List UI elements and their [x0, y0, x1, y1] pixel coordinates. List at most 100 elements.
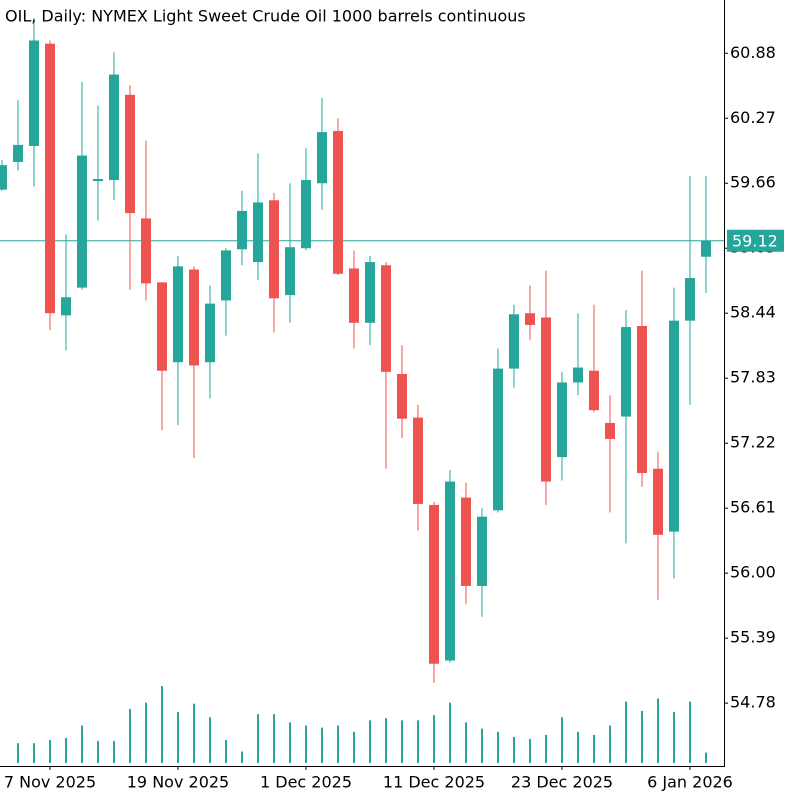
x-tick-label: 11 Dec 2025	[383, 773, 485, 792]
volume-bar	[65, 738, 67, 763]
candle-body	[205, 303, 215, 363]
candle-body	[61, 297, 71, 316]
x-tick-label: 19 Nov 2025	[127, 773, 229, 792]
x-tick-label: 1 Dec 2025	[260, 773, 352, 792]
candle-body	[445, 481, 455, 661]
volume-bar	[689, 701, 691, 763]
candle-body	[157, 282, 167, 371]
candle-body	[477, 516, 487, 586]
candle-body	[685, 278, 695, 321]
y-tick-label: 60.88	[730, 43, 776, 62]
candle-body	[221, 250, 231, 301]
y-tick-label: 60.27	[730, 108, 776, 127]
candle-body	[13, 144, 23, 162]
candle-body	[45, 43, 55, 314]
candle-body	[589, 370, 599, 411]
y-tick-label: 55.39	[730, 628, 776, 647]
volume-bar	[465, 722, 467, 763]
candle-body	[653, 468, 663, 535]
volume-bar	[657, 698, 659, 763]
candle-body	[397, 373, 407, 419]
candle-body	[173, 266, 183, 363]
candle-body	[285, 247, 295, 296]
y-tick-label: 59.66	[730, 173, 776, 192]
volume-bar	[641, 710, 643, 763]
candle-body	[333, 131, 343, 274]
volume-bar	[513, 736, 515, 763]
volume-bar	[369, 720, 371, 763]
volume-bar	[401, 720, 403, 763]
candle-body	[413, 417, 423, 504]
candle-body	[461, 497, 471, 586]
candle-body	[621, 327, 631, 417]
volume-bar	[625, 701, 627, 763]
candle-body	[349, 268, 359, 323]
volume-bar	[417, 720, 419, 763]
volume-bar	[145, 702, 147, 763]
candle-body	[541, 317, 551, 482]
volume-bar	[321, 727, 323, 763]
candle-body	[605, 422, 615, 439]
volume-bar	[193, 703, 195, 763]
candle-body	[493, 368, 503, 511]
volume-bar	[433, 715, 435, 763]
volume-bar	[257, 714, 259, 763]
last-price-box	[727, 229, 784, 252]
x-tick-label: 7 Nov 2025	[4, 773, 96, 792]
x-tick-label: 6 Jan 2026	[647, 773, 733, 792]
volume-bar	[209, 717, 211, 763]
candle-body	[557, 382, 567, 458]
chart-title: OIL, Daily: NYMEX Light Sweet Crude Oil …	[5, 7, 526, 26]
volume-bar	[481, 728, 483, 763]
candle-body	[253, 202, 263, 263]
last-price-label: 59.12	[732, 231, 778, 250]
volume-bar	[353, 731, 355, 763]
x-tick-label: 23 Dec 2025	[511, 773, 613, 792]
volume-bar	[385, 718, 387, 763]
candle-body	[637, 326, 647, 474]
volume-bar	[593, 734, 595, 763]
volume-bar	[705, 752, 707, 763]
y-tick-label: 54.78	[730, 693, 776, 712]
y-tick-label: 56.61	[730, 498, 776, 517]
volume-bar	[545, 734, 547, 763]
candle-body	[141, 218, 151, 284]
candle-body	[237, 210, 247, 250]
volume-bar	[161, 686, 163, 763]
volume-bar	[129, 708, 131, 763]
candle-body	[93, 178, 103, 182]
candle-body	[125, 94, 135, 214]
volume-bar	[337, 725, 339, 763]
candle-body	[77, 155, 87, 288]
volume-bar	[529, 739, 531, 763]
volume-bar	[49, 740, 51, 763]
volume-bar	[17, 743, 19, 763]
volume-bar	[673, 712, 675, 763]
candle-body	[269, 200, 279, 299]
volume-bar	[241, 751, 243, 763]
volume-bar	[225, 740, 227, 763]
candle-body	[0, 165, 7, 190]
volume-bar	[305, 725, 307, 763]
candle-body	[429, 504, 439, 664]
candle-body	[301, 180, 311, 249]
y-tick-label: 57.22	[730, 433, 776, 452]
candle-body	[381, 265, 391, 372]
candle-body	[189, 269, 199, 366]
candle-body	[525, 313, 535, 325]
candle-body	[509, 314, 519, 369]
y-tick-label: 57.83	[730, 368, 776, 387]
volume-bar	[609, 725, 611, 763]
candle-body	[29, 40, 39, 146]
y-tick-label: 58.44	[730, 303, 776, 322]
volume-bar	[289, 722, 291, 763]
volume-bar	[561, 717, 563, 763]
volume-bar	[497, 731, 499, 763]
volume-bar	[97, 741, 99, 763]
candle-body	[109, 74, 119, 181]
volume-bar	[577, 731, 579, 763]
candle-body	[317, 132, 327, 184]
volume-bar	[177, 712, 179, 763]
candle-body	[701, 240, 711, 257]
